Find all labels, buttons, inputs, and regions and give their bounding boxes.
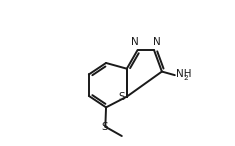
Text: N: N [131,36,139,47]
Text: N: N [153,36,160,47]
Text: S: S [118,92,125,102]
Text: NH: NH [176,69,191,79]
Text: 2: 2 [183,75,188,81]
Text: S: S [101,122,108,132]
